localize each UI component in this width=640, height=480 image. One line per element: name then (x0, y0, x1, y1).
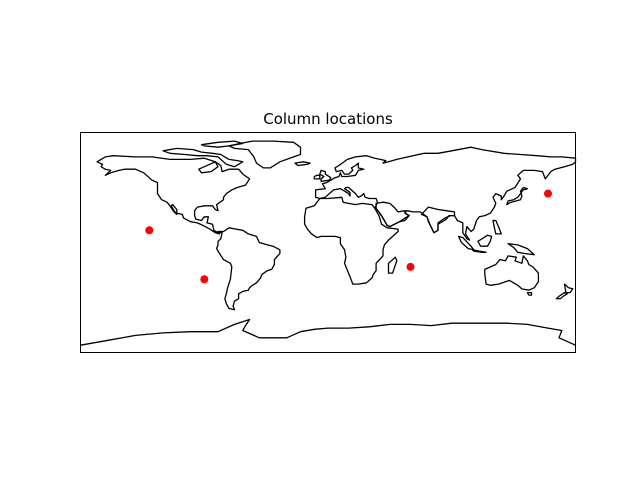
coastlines (79, 140, 577, 346)
coastline-africa (303, 196, 399, 285)
coastline-new-guinea (507, 243, 535, 256)
coastline-arabia (375, 201, 410, 228)
coastline-antarctica (79, 318, 577, 346)
coastline-britain (319, 169, 332, 183)
coastline-iceland (294, 161, 311, 167)
coastline-canada-islands (162, 147, 244, 168)
coastline-borneo (477, 234, 493, 247)
marker-layer (145, 189, 552, 284)
coastline-australia (484, 255, 540, 291)
coastline-new-zealand (563, 283, 574, 294)
coastline-south-america (215, 227, 281, 311)
column-location-marker-2 (200, 275, 209, 284)
coastline-india (420, 206, 456, 234)
coastline-japan (506, 186, 529, 206)
coastline-north-america (96, 155, 251, 235)
column-location-marker-1 (145, 226, 154, 235)
map-area (79, 140, 577, 346)
column-location-marker-3 (406, 262, 415, 271)
coastline-greenland (228, 140, 302, 169)
coastline-tasmania (526, 291, 533, 296)
coastline-madagascar (387, 256, 398, 274)
coastline-ellesmere (200, 140, 244, 148)
map-frame (80, 132, 576, 353)
coastline-ireland (313, 174, 321, 180)
column-location-marker-4 (544, 189, 552, 198)
map-title: Column locations (263, 110, 393, 128)
coastline-europe-asia (314, 146, 577, 241)
coastline-new-zealand-south (555, 291, 568, 300)
coastline-philippines (492, 219, 502, 235)
coastline-java (471, 249, 487, 253)
